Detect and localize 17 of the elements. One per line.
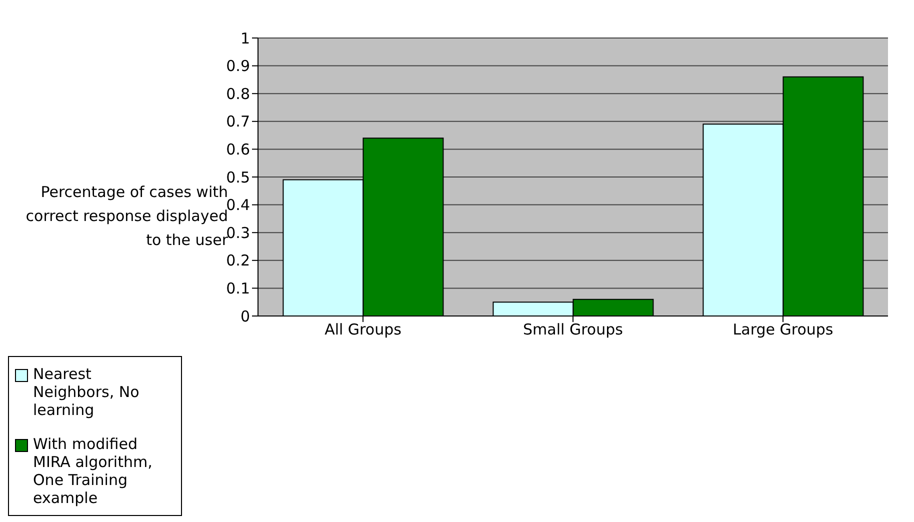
y-tick-label: 1	[240, 29, 250, 48]
y-tick-label: 0.2	[226, 252, 250, 270]
x-tick-label: Small Groups	[523, 320, 624, 339]
x-tick-label: All Groups	[324, 320, 402, 339]
y-tick-label: 0.3	[226, 224, 250, 242]
legend-label: Nearest Neighbors, No learning	[33, 365, 140, 419]
y-tick-label: 0.6	[226, 140, 250, 159]
y-tick-label: 0.8	[226, 84, 250, 103]
y-tick-label: 0.9	[226, 57, 250, 76]
x-tick-label: Large Groups	[732, 320, 834, 339]
y-tick-label: 0.7	[226, 112, 250, 131]
y-axis-title: Percentage of cases with correct response displayed to the user	[24, 183, 228, 251]
y-tick-label: 0.5	[226, 168, 250, 186]
y-tick-label: 0	[240, 307, 250, 326]
y-tick-label: 0.4	[226, 196, 250, 214]
legend-label: With modified MIRA algorithm, One Training example	[33, 435, 154, 507]
y-tick-label: 0.1	[226, 280, 250, 298]
